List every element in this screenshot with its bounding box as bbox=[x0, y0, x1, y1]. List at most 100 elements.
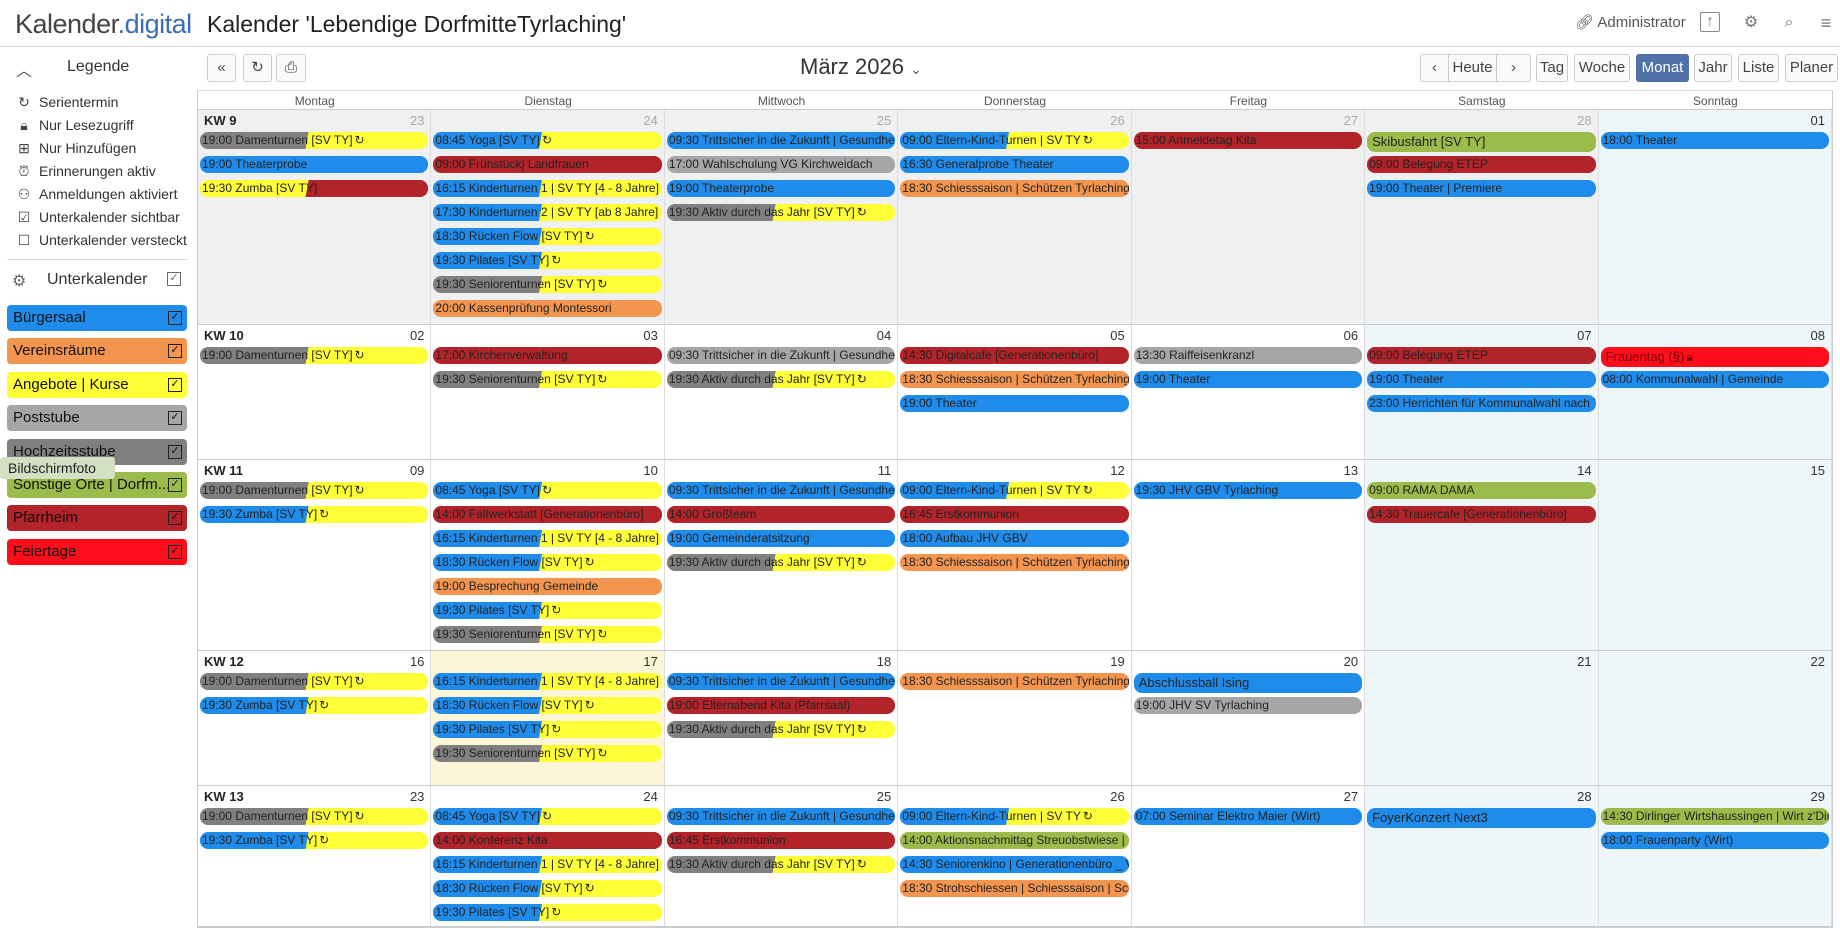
day-cell[interactable]: 04 09:30 Trittsicher in die Zukunft | Ges… bbox=[664, 325, 899, 460]
calendar-event[interactable]: 15:00 Anmeldetag Kita bbox=[1133, 132, 1363, 149]
month-selector[interactable]: März 2026 ⌄ bbox=[800, 54, 922, 80]
subcalendar-checkbox[interactable]: ✓ bbox=[168, 377, 182, 392]
calendar-event[interactable]: 18:00 Theater bbox=[1600, 132, 1829, 149]
calendar-event[interactable]: 09:00 Eltern-Kind-Turnen | SV TY ↻ bbox=[900, 808, 1129, 825]
calendar-event[interactable]: 19:30 Seniorenturnen [SV TY] ↻ bbox=[433, 371, 662, 388]
calendar-event[interactable]: 19:00 Theater | Premiere bbox=[1367, 180, 1596, 197]
prev-button[interactable]: ‹ bbox=[1420, 54, 1449, 82]
subcalendar-item[interactable]: Poststube ✓ bbox=[7, 405, 187, 432]
day-cell[interactable]: 29 14:30 Dirlinger Wirtshaussingen | Wirt… bbox=[1598, 786, 1832, 927]
calendar-event[interactable]: 14:00 Aktionsnachmittag Streuobstwiese |… bbox=[900, 832, 1129, 849]
day-cell[interactable]: 07 09:00 Belegung ETEP 19:00 Theater 23:00 … bbox=[1365, 325, 1599, 460]
day-cell[interactable]: 03 17:00 Kirchenverwaltung 19:30 Seniorent… bbox=[431, 325, 665, 460]
subcalendar-checkbox[interactable]: ✓ bbox=[168, 511, 182, 526]
calendar-event[interactable]: 08:45 Yoga [SV TY] ↻ bbox=[433, 132, 662, 149]
admin-link[interactable]: 🔗︎ Administrator bbox=[1575, 13, 1686, 31]
day-cell[interactable]: KW 9 23 19:00 Damenturnen [SV TY] ↻ 19:00 Th… bbox=[198, 110, 432, 325]
calendar-event[interactable]: Frauentag (§) 🔒︎ bbox=[1600, 347, 1829, 367]
day-cell[interactable]: 18 09:30 Trittsicher in die Zukunft | Ges… bbox=[664, 651, 899, 786]
calendar-event[interactable]: 09:30 Trittsicher in die Zukunft | Gesun… bbox=[666, 132, 896, 149]
day-cell[interactable]: 14 09:00 RAMA DAMA 14:30 Trauercafe [Gener… bbox=[1365, 460, 1599, 651]
calendar-event[interactable]: Abschlussball Ising bbox=[1133, 673, 1363, 693]
calendar-event[interactable]: 20:00 Kassenprüfung Montessori bbox=[433, 300, 662, 317]
calendar-event[interactable]: 19:30 Zumba [SV TY] ↻ bbox=[200, 832, 429, 849]
calendar-event[interactable]: 16:15 Kinderturnen 1 | SV TY [4 - 8 Jahr… bbox=[433, 856, 662, 873]
today-button[interactable]: Heute bbox=[1448, 54, 1497, 82]
calendar-event[interactable]: 14:30 Dirlinger Wirtshaussingen | Wirt z… bbox=[1600, 808, 1829, 825]
subcalendar-item[interactable]: Pfarrheim ✓ bbox=[7, 505, 187, 532]
calendar-event[interactable]: 19:00 Damenturnen [SV TY] ↻ bbox=[200, 673, 429, 690]
calendar-event[interactable]: 19:30 Aktiv durch das Jahr [SV TY] ↻ bbox=[666, 371, 896, 388]
calendar-event[interactable]: 16:15 Kinderturnen 1 | SV TY [4 - 8 Jahr… bbox=[433, 530, 662, 547]
gear-icon[interactable]: ⚙ bbox=[12, 273, 27, 290]
calendar-event[interactable]: 18:30 Rücken Flow [SV TY] ↻ bbox=[433, 554, 662, 571]
calendar-event[interactable]: 18:00 Aufbau JHV GBV bbox=[900, 530, 1129, 547]
calendar-event[interactable]: 18:30 Rücken Flow [SV TY] ↻ bbox=[433, 880, 662, 897]
share-icon[interactable]: ↑ bbox=[1700, 12, 1720, 32]
refresh-button[interactable]: ↻ bbox=[243, 54, 272, 82]
calendar-event[interactable]: 19:00 Theaterprobe bbox=[666, 180, 896, 197]
gear-icon[interactable]: ⚙ bbox=[1743, 14, 1759, 31]
calendar-event[interactable]: 14:00 Großteam bbox=[666, 506, 896, 523]
chevron-up-icon[interactable]: ︿ bbox=[16, 63, 33, 80]
day-cell[interactable]: 17 16:15 Kinderturnen 1 | SV TY [4 - 8 Ja… bbox=[431, 651, 665, 786]
calendar-event[interactable]: 09:00 Frühstück| Landfrauen bbox=[433, 156, 662, 173]
calendar-event[interactable]: 09:30 Trittsicher in die Zukunft | Gesun… bbox=[666, 482, 896, 499]
day-cell[interactable]: 13 19:30 JHV GBV Tyrlaching bbox=[1131, 460, 1366, 651]
toggle-all-checkbox[interactable]: ✓ bbox=[167, 272, 181, 286]
calendar-event[interactable]: 16:30 Generalprobe Theater bbox=[900, 156, 1129, 173]
day-cell[interactable]: 01 18:00 Theater bbox=[1598, 110, 1832, 325]
day-cell[interactable]: 05 14:30 Digitalcafe [Generationenbüro] 18… bbox=[898, 325, 1132, 460]
subcalendar-checkbox[interactable]: ✓ bbox=[168, 444, 182, 459]
calendar-event[interactable]: 19:00 Damenturnen [SV TY] ↻ bbox=[200, 808, 429, 825]
calendar-event[interactable]: 16:45 Erstkommunion bbox=[900, 506, 1129, 523]
subcalendar-item[interactable]: Bürgersaal ✓ bbox=[7, 305, 187, 331]
day-cell[interactable]: 24 08:45 Yoga [SV TY] ↻ 14:00 Konferenz Kit… bbox=[431, 786, 665, 927]
calendar-event[interactable]: 19:30 Zumba [SV TY] ↻ bbox=[200, 697, 429, 714]
subcalendar-item[interactable]: Feiertage ✓ bbox=[7, 538, 187, 565]
calendar-event[interactable]: 19:30 Seniorenturnen [SV TY] ↻ bbox=[433, 276, 662, 293]
day-cell[interactable]: 12 09:00 Eltern-Kind-Turnen | SV TY ↻ 16:45… bbox=[898, 460, 1132, 651]
subcalendar-checkbox[interactable]: ✓ bbox=[168, 411, 182, 426]
view-tag-button[interactable]: Tag bbox=[1536, 54, 1568, 82]
calendar-event[interactable]: 17:00 Kirchenverwaltung bbox=[433, 347, 662, 364]
calendar-event[interactable]: 09:30 Trittsicher in die Zukunft | Gesun… bbox=[666, 673, 896, 690]
calendar-event[interactable]: 13:30 Raiffeisenkranzl bbox=[1133, 347, 1363, 364]
view-woche-button[interactable]: Woche bbox=[1574, 54, 1630, 82]
menu-icon[interactable]: ≡ bbox=[1820, 13, 1832, 33]
calendar-event[interactable]: 18:30 Schiesssaison | Schützen Tyrlachin… bbox=[900, 180, 1129, 197]
next-button[interactable]: › bbox=[1496, 54, 1531, 82]
calendar-event[interactable]: 09:30 Trittsicher in die Zukunft | Gesun… bbox=[666, 347, 896, 364]
calendar-event[interactable]: 19:30 JHV GBV Tyrlaching bbox=[1133, 482, 1363, 499]
day-cell[interactable]: 10 08:45 Yoga [SV TY] ↻ 14:00 Faltwerkstatt… bbox=[431, 460, 665, 651]
print-button[interactable]: ⎙ bbox=[276, 54, 306, 82]
calendar-event[interactable]: 09:00 Eltern-Kind-Turnen | SV TY ↻ bbox=[900, 482, 1129, 499]
logo[interactable]: Kalender.digital bbox=[15, 9, 192, 40]
day-cell[interactable]: 26 09:00 Eltern-Kind-Turnen | SV TY ↻ 14:00… bbox=[898, 786, 1132, 927]
day-cell[interactable]: KW 11 09 19:00 Damenturnen [SV TY] ↻ 19:30 Z… bbox=[198, 460, 432, 651]
collapse-sidebar-button[interactable]: « bbox=[207, 54, 236, 82]
day-cell[interactable]: 19 18:30 Schiesssaison | Schützen Tyrlach… bbox=[898, 651, 1132, 786]
day-cell[interactable]: 26 09:00 Eltern-Kind-Turnen | SV TY ↻ 16:30… bbox=[898, 110, 1132, 325]
calendar-event[interactable]: 19:30 Pilates [SV TY] ↻ bbox=[433, 904, 662, 921]
day-cell[interactable]: 21 bbox=[1365, 651, 1599, 786]
subcalendar-item[interactable]: Vereinsräume ✓ bbox=[7, 338, 187, 365]
calendar-event[interactable]: 19:30 Aktiv durch das Jahr [SV TY] ↻ bbox=[666, 204, 896, 221]
calendar-event[interactable]: 14:00 Konferenz Kita bbox=[433, 832, 662, 849]
calendar-event[interactable]: 14:30 Digitalcafe [Generationenbüro] bbox=[900, 347, 1129, 364]
calendar-event[interactable]: 19:30 Aktiv durch das Jahr [SV TY] ↻ bbox=[666, 554, 896, 571]
calendar-event[interactable]: 19:00 Theater bbox=[1367, 371, 1596, 388]
day-cell[interactable]: KW 10 02 19:00 Damenturnen [SV TY] ↻ bbox=[198, 325, 432, 460]
calendar-event[interactable]: 19:30 Zumba [SV TY] ↻ bbox=[200, 506, 429, 523]
calendar-event[interactable]: 18:30 Schiesssaison | Schützen Tyrlachin… bbox=[900, 673, 1129, 690]
subcalendar-checkbox[interactable]: ✓ bbox=[168, 344, 182, 359]
day-cell[interactable]: 11 09:30 Trittsicher in die Zukunft | Ges… bbox=[664, 460, 899, 651]
day-cell[interactable]: 25 09:30 Trittsicher in die Zukunft | Ges… bbox=[664, 786, 899, 927]
calendar-event[interactable]: 09:00 Belegung ETEP bbox=[1367, 347, 1596, 364]
calendar-event[interactable]: 19:00 Damenturnen [SV TY] ↻ bbox=[200, 132, 429, 149]
day-cell[interactable]: KW 12 16 19:00 Damenturnen [SV TY] ↻ 19:30 Z… bbox=[198, 651, 432, 786]
subcalendar-checkbox[interactable]: ✓ bbox=[168, 544, 182, 559]
calendar-event[interactable]: 17:30 Kinderturnen 2 | SV TY [ab 8 Jahre… bbox=[433, 204, 662, 221]
subcalendar-item[interactable]: Angebote | Kurse ✓ bbox=[7, 371, 187, 398]
calendar-event[interactable]: 19:30 Aktiv durch das Jahr [SV TY] ↻ bbox=[666, 721, 896, 738]
